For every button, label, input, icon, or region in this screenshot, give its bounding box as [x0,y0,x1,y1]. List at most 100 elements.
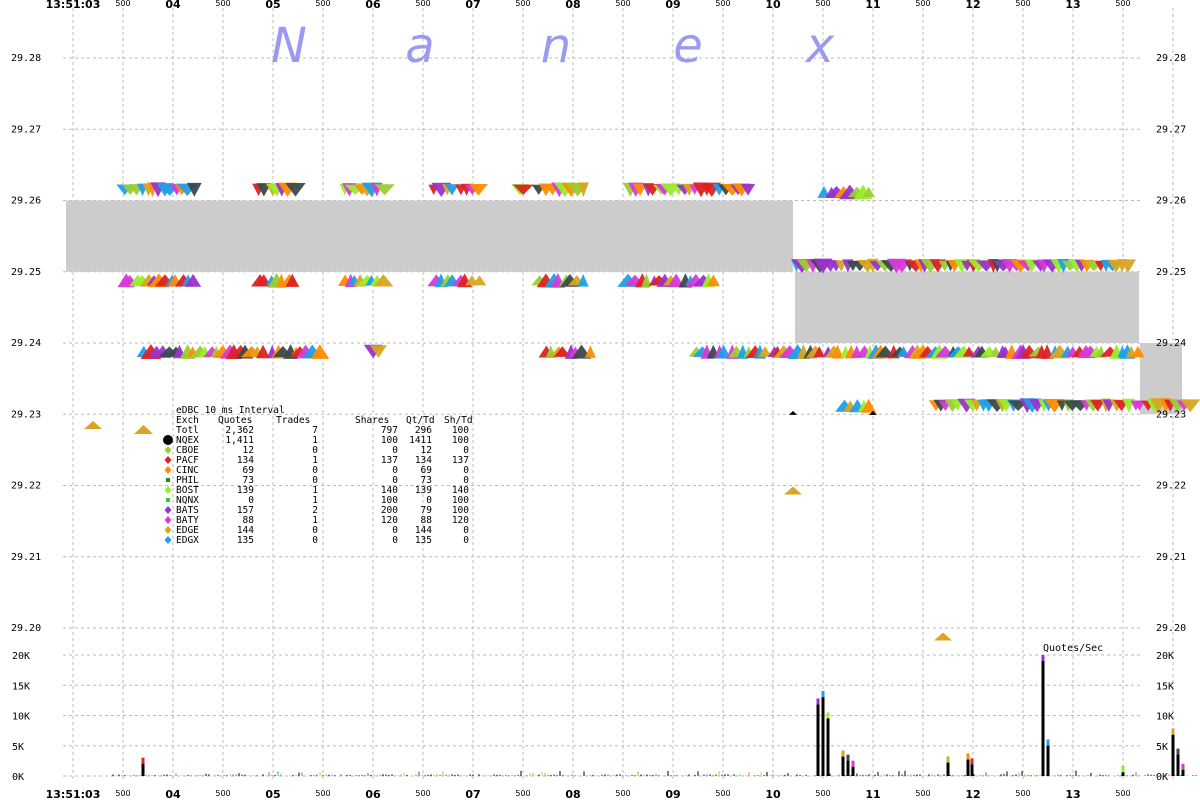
stats-row-marker [163,435,173,445]
quote-marker [374,184,395,196]
trade-marker [869,410,877,415]
time-major-label-top: 06 [365,0,381,11]
rate-bar-cap [946,756,950,763]
quote-marker [512,184,534,196]
rate-bar-cap [826,712,830,719]
rate-bar-cap [851,760,855,767]
rate-bar-cap [841,750,845,757]
stats-cell-value: 140 [452,485,469,496]
price-tick-right: 29.25 [1156,267,1186,278]
quote-marker [990,346,1002,357]
rate-tick-right: 15K [1156,681,1174,692]
stats-cell-value: 157 [237,505,254,516]
rate-tick-left: 15K [12,681,30,692]
nbbo-band-layer [66,200,1182,415]
stats-cell-value: 0 [463,475,469,486]
stats-row-marker [166,498,170,502]
stats-cell-value: 1 [312,485,318,496]
stats-cell-exch: BATY [176,515,199,526]
time-major-label-top: 12 [965,0,980,11]
rate-bar-cap [966,753,970,760]
quote-marker [706,274,720,287]
time-major-label-bottom: 05 [265,788,280,800]
stats-header: Sh/Td [444,415,473,426]
time-half-label-bottom: 500 [115,789,130,798]
quote-marker [1133,400,1146,411]
time-half-label-bottom: 500 [215,789,230,798]
time-half-label-bottom: 500 [415,789,430,798]
quote-marker [1090,399,1106,412]
rate-bar-cap [846,754,850,761]
stats-cell-value: 2,362 [225,425,254,436]
quote-marker [861,398,877,413]
rate-bar-cap [1046,739,1050,746]
stats-row-marker [164,486,172,494]
rate-bar [851,760,855,776]
price-tick-right: 29.26 [1156,196,1186,207]
stats-cell-value: 69 [421,465,433,476]
rate-bar [141,757,145,776]
stats-cell-value: 100 [452,505,469,516]
stats-cell-exch: NQNX [176,495,199,506]
stats-cell-value: 135 [415,535,432,546]
trade-marker [84,420,102,429]
stats-cell-value: 0 [463,535,469,546]
time-half-label-top: 500 [1015,0,1030,8]
stats-cell-value: 1 [312,435,318,446]
quote-marker [472,275,487,286]
quote-marker [716,344,731,359]
stats-cell-value: 2 [312,505,318,516]
stats-cell-value: 0 [392,525,398,536]
time-half-label-top: 500 [715,0,730,8]
rate-tick-right: 20K [1156,651,1174,662]
time-half-label-top: 500 [815,0,830,8]
stats-cell-value: 100 [452,495,469,506]
stats-cell-value: 88 [421,515,433,526]
brand-letter: a [405,18,434,74]
stats-cell-value: 100 [452,435,469,446]
time-major-label-top: 13 [1065,0,1080,11]
stats-cell-value: 0 [312,445,318,456]
rate-bar [1041,655,1045,776]
rate-bar [821,691,825,776]
time-major-label-bottom: 06 [365,788,381,800]
stats-cell-value: 1 [312,455,318,466]
quote-marker [632,183,648,196]
time-half-label-bottom: 500 [1115,789,1130,798]
quote-marker [1119,259,1137,273]
time-major-label-top: 09 [665,0,680,11]
stats-cell-value: 12 [421,445,432,456]
stats-cell-value: 12 [243,445,254,456]
time-half-label-bottom: 500 [515,789,530,798]
quote-marker [256,344,271,359]
time-major-label-top: 10 [765,0,781,11]
stats-header: Quotes [218,415,252,426]
stats-row-marker [134,425,153,434]
stats-header: Qt/Td [406,415,435,426]
stats-cell-value: 0 [312,535,318,546]
price-tick-left: 29.23 [11,409,41,420]
rate-bar-cap [1121,766,1125,773]
stats-cell-value: 100 [381,495,398,506]
quote-marker [444,184,460,196]
stats-cell-exch: CBOE [176,445,199,456]
quote-marker [813,346,825,358]
price-tick-right: 29.27 [1156,124,1186,135]
quote-marker [285,273,300,287]
stats-header: Exch [176,415,199,426]
price-tick-right: 29.28 [1156,53,1186,64]
quote-marker [740,184,756,196]
rate-bar [1046,739,1050,776]
brand-letter: n [541,18,571,74]
price-tick-right: 29.20 [1156,623,1186,634]
time-start-label-bottom: 13:51:03 [46,788,101,800]
rate-bar-cap [1176,748,1180,755]
rate-bar-cap [141,757,145,764]
trade-marker [789,410,797,415]
stats-cell-value: 797 [381,425,398,436]
quote-marker [1131,345,1145,358]
rate-tick-left: 5K [12,742,24,753]
trade-marker [934,632,952,641]
price-tick-left: 29.22 [11,481,41,492]
stats-cell-value: 7 [312,425,318,436]
